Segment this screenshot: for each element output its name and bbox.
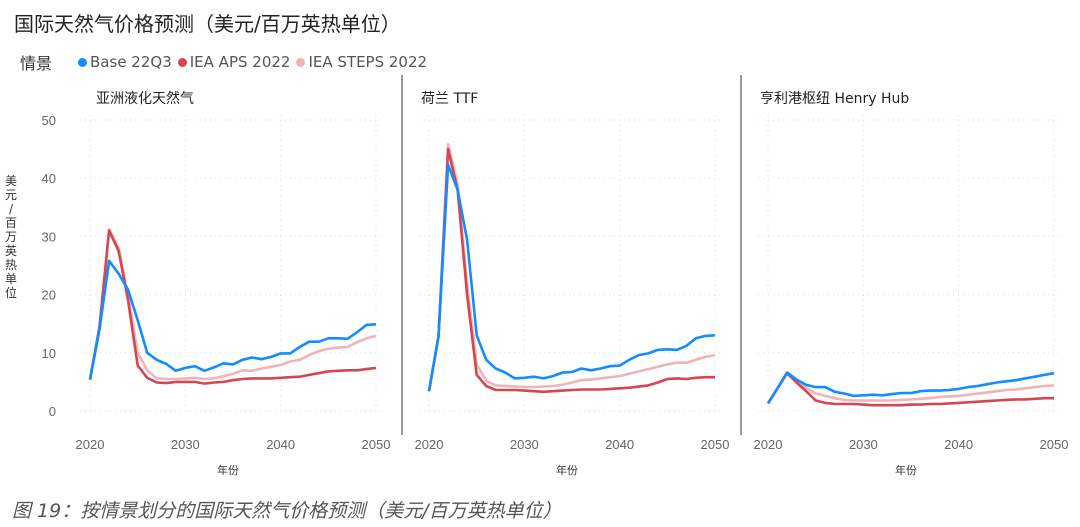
- x-axis-label: 年份: [895, 463, 917, 477]
- panel-title: 荷兰 TTF: [421, 91, 478, 107]
- x-tick-label: 2020: [754, 437, 783, 452]
- legend: 情景 Base 22Q3 IEA APS 2022 IEA STEPS 2022: [20, 50, 433, 74]
- series-line-iea-aps-2022: [766, 371, 1054, 407]
- y-tick-label: 10: [42, 346, 56, 361]
- x-tick-label: 2020: [415, 437, 444, 452]
- series-line-iea-aps-2022: [88, 229, 377, 385]
- y-tick-label: 0: [49, 404, 56, 419]
- y-axis-label-char: 万: [5, 230, 17, 244]
- x-tick-label: 2040: [605, 437, 634, 452]
- x-axis-label: 年份: [556, 463, 578, 477]
- series-line-base-22q3: [766, 371, 1055, 405]
- series-line-iea-aps-2022: [427, 147, 715, 394]
- legend-dot-icon: [296, 57, 306, 67]
- figure-caption: 图 19：按情景划分的国际天然气价格预测（美元/百万英热单位）: [12, 500, 562, 522]
- x-tick-label: 2050: [701, 437, 730, 452]
- x-tick-label: 2050: [362, 437, 391, 452]
- x-axis-label: 年份: [217, 463, 239, 477]
- x-tick-label: 2030: [849, 437, 878, 452]
- legend-dot-icon: [177, 57, 187, 67]
- y-axis-label-char: 英: [5, 244, 17, 258]
- series-line-iea-steps-2022: [766, 371, 1055, 405]
- y-axis-label-char: 位: [5, 285, 17, 300]
- y-axis-label-char: 热: [5, 258, 17, 272]
- x-tick-label: 2050: [1040, 437, 1069, 452]
- panel-title: 亨利港枢纽 Henry Hub: [760, 90, 909, 107]
- legend-label: IEA STEPS 2022: [308, 53, 428, 71]
- legend-label: IEA APS 2022: [189, 53, 291, 71]
- series-line-iea-steps-2022: [88, 228, 377, 381]
- y-tick-label: 30: [42, 229, 56, 244]
- y-tick-label: 40: [42, 171, 56, 186]
- chart-title: 国际天然气价格预测（美元/百万英热单位）: [14, 12, 401, 36]
- legend-label: Base 22Q3: [90, 53, 172, 71]
- x-tick-label: 2030: [171, 437, 200, 452]
- y-tick-label: 20: [42, 288, 56, 303]
- legend-item-steps[interactable]: IEA STEPS 2022: [296, 53, 427, 71]
- series-line-base-22q3: [427, 163, 716, 392]
- y-tick-label: 50: [42, 113, 56, 128]
- legend-item-aps[interactable]: IEA APS 2022: [177, 53, 291, 71]
- series-line-base-22q3: [88, 259, 377, 380]
- legend-dot-icon: [78, 57, 88, 67]
- x-tick-label: 2040: [266, 437, 295, 452]
- y-axis-label-char: 百: [5, 216, 17, 230]
- y-axis-label-char: 美: [5, 174, 17, 188]
- panel-title: 亚洲液化天然气: [96, 90, 194, 107]
- y-axis-label-char: 元: [5, 188, 17, 202]
- y-axis-label-char: /: [9, 202, 14, 216]
- legend-title: 情景: [20, 54, 53, 73]
- y-axis-label-char: 单: [5, 272, 17, 286]
- x-tick-label: 2030: [510, 437, 539, 452]
- series-line-iea-steps-2022: [427, 143, 716, 392]
- x-tick-label: 2020: [76, 437, 105, 452]
- x-tick-label: 2040: [944, 437, 973, 452]
- legend-item-base[interactable]: Base 22Q3: [78, 53, 172, 71]
